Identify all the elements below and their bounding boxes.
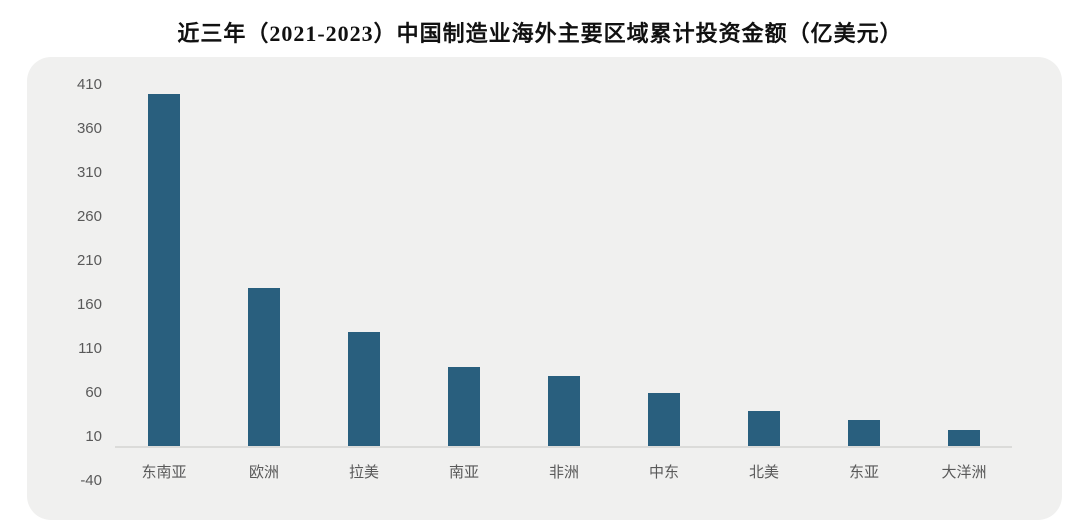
- x-category-label: 东南亚: [141, 464, 187, 481]
- bar: [148, 94, 180, 446]
- y-tick-label: 360: [76, 120, 102, 137]
- x-axis-labels: 东南亚 欧洲 拉美 南亚 非洲 中东 北美 东亚 大洋洲: [27, 57, 1062, 520]
- bar: [948, 430, 980, 446]
- bar: [348, 332, 380, 446]
- chart-title: 近三年（2021-2023）中国制造业海外主要区域累计投资金额（亿美元）: [177, 21, 903, 46]
- plot-panel: 410 360 310 260 210 160 110 60 10 -40 东南亚 欧洲 拉美 南亚 非洲…: [27, 57, 1062, 520]
- y-tick-label: 10: [85, 428, 102, 445]
- bar: [248, 288, 280, 446]
- x-axis-line: [115, 446, 1012, 448]
- x-category-label: 中东: [648, 464, 679, 481]
- y-tick-label: 310: [76, 164, 102, 181]
- bar: [548, 376, 580, 446]
- x-category-label: 南亚: [448, 464, 479, 481]
- y-tick-label: 110: [78, 340, 102, 357]
- x-category-label: 非洲: [548, 464, 579, 481]
- y-tick-label: -40: [80, 472, 102, 489]
- x-category-label: 东亚: [848, 464, 879, 481]
- bars: [27, 57, 1062, 520]
- y-tick-label: 210: [76, 252, 102, 269]
- y-tick-label: 410: [76, 76, 102, 93]
- y-tick-label: 60: [85, 384, 102, 401]
- x-category-label: 大洋洲: [941, 464, 987, 481]
- bar: [648, 393, 680, 446]
- x-category-label: 欧洲: [248, 464, 279, 481]
- y-tick-label: 260: [76, 208, 102, 225]
- bar: [748, 411, 780, 446]
- x-category-label: 北美: [748, 464, 779, 481]
- bar: [848, 420, 880, 446]
- x-category-label: 拉美: [348, 464, 379, 481]
- y-axis: 410 360 310 260 210 160 110 60 10 -40: [27, 57, 1062, 520]
- bar: [448, 367, 480, 446]
- y-tick-label: 160: [76, 296, 102, 313]
